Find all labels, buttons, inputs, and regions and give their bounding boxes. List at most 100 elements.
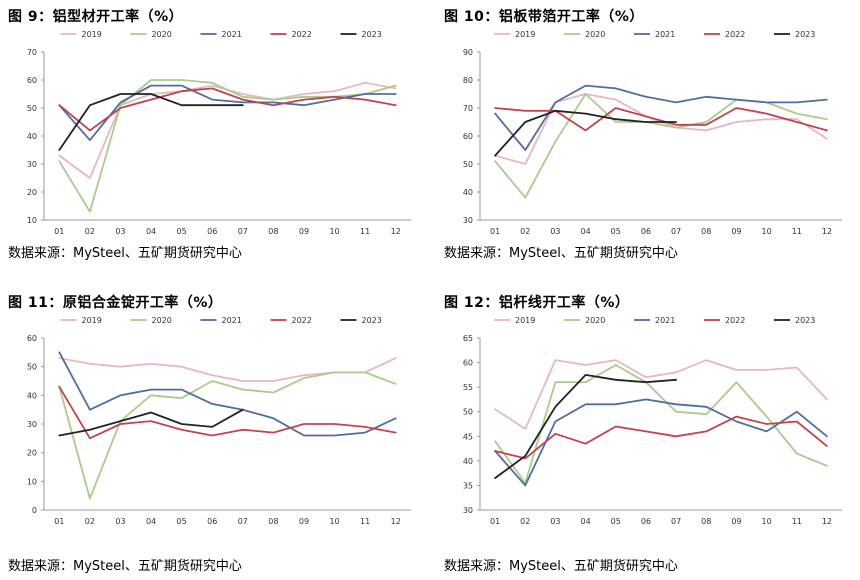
x-tick-label: 08 — [701, 227, 711, 236]
y-tick-label: 60 — [463, 132, 473, 141]
y-tick-label: 70 — [463, 104, 473, 113]
legend-label: 2022 — [725, 30, 745, 39]
x-tick-label: 04 — [580, 517, 590, 526]
x-tick-label: 08 — [268, 517, 278, 526]
series-line-2022 — [494, 415, 828, 460]
legend-label: 2019 — [82, 316, 102, 325]
legend-label: 2022 — [725, 316, 745, 325]
y-tick-label: 60 — [27, 76, 37, 85]
x-tick-label: 11 — [360, 517, 370, 526]
x-tick-label: 11 — [792, 227, 802, 236]
x-tick-label: 04 — [146, 517, 156, 526]
series-line-2020 — [58, 79, 397, 213]
source-note: 数据来源：MySteel、五矿期货研究中心 — [8, 559, 242, 574]
series-line-2022 — [58, 385, 397, 440]
legend-label: 2021 — [655, 316, 675, 325]
y-tick-label: 45 — [463, 432, 473, 441]
x-tick-label: 01 — [54, 517, 64, 526]
x-tick-label: 11 — [360, 227, 370, 236]
y-tick-label: 30 — [27, 160, 37, 169]
x-tick-label: 03 — [115, 227, 125, 236]
x-tick-label: 02 — [520, 227, 530, 236]
series-line-2019 — [494, 359, 828, 430]
y-tick-label: 50 — [27, 104, 37, 113]
x-tick-label: 03 — [115, 517, 125, 526]
x-tick-label: 08 — [268, 227, 278, 236]
chart-title: 图 9：铝型材开工率（%） — [8, 9, 184, 25]
y-tick-label: 40 — [463, 188, 473, 197]
x-tick-label: 05 — [177, 517, 187, 526]
y-tick-label: 55 — [463, 383, 473, 392]
x-tick-label: 06 — [207, 227, 217, 236]
x-tick-label: 02 — [85, 517, 95, 526]
legend-label: 2023 — [795, 316, 815, 325]
x-tick-label: 10 — [761, 517, 771, 526]
legend-label: 2020 — [152, 30, 172, 39]
x-tick-label: 07 — [671, 227, 681, 236]
chart-panel-2: 图 10：铝板带箔开工率（%） 30 40 50 60 70 80 90 01 02 03 04 05… — [444, 6, 854, 276]
x-tick-label: 01 — [490, 517, 500, 526]
y-tick-label: 30 — [463, 506, 473, 515]
x-tick-label: 07 — [671, 517, 681, 526]
x-tick-label: 09 — [731, 227, 741, 236]
y-tick-label: 10 — [27, 216, 37, 225]
legend-label: 2021 — [222, 316, 242, 325]
chart-svg: 30 35 40 45 50 55 60 65 01 02 03 04 05 06 07 08 09 10 11 12… — [463, 316, 842, 526]
source-note: 数据来源：MySteel、五矿期货研究中心 — [8, 246, 242, 261]
legend-label: 2019 — [82, 30, 102, 39]
y-tick-label: 50 — [463, 408, 473, 417]
legend-label: 2022 — [292, 316, 312, 325]
y-tick-label: 90 — [463, 48, 473, 57]
source-note: 数据来源：MySteel、五矿期货研究中心 — [444, 246, 678, 261]
y-tick-label: 20 — [27, 449, 37, 458]
y-tick-label: 30 — [27, 420, 37, 429]
source-note: 数据来源：MySteel、五矿期货研究中心 — [444, 559, 678, 574]
x-tick-label: 05 — [177, 227, 187, 236]
chart-title: 图 12：铝杆线开工率（%） — [444, 295, 630, 311]
x-tick-label: 09 — [299, 227, 309, 236]
legend-label: 2021 — [222, 30, 242, 39]
series-line-2020 — [494, 93, 828, 199]
x-tick-label: 11 — [792, 517, 802, 526]
legend-label: 2023 — [362, 30, 382, 39]
x-tick-label: 07 — [238, 517, 248, 526]
x-tick-label: 01 — [490, 227, 500, 236]
x-tick-label: 06 — [641, 517, 651, 526]
x-tick-label: 05 — [611, 227, 621, 236]
chart-svg: 10 20 30 40 50 60 70 01 02 03 04 05 06 07 08 09 10 11 12 20… — [27, 30, 411, 236]
y-tick-label: 70 — [27, 48, 37, 57]
legend-label: 2023 — [362, 316, 382, 325]
x-tick-label: 09 — [299, 517, 309, 526]
series-line-2021 — [494, 398, 828, 487]
y-tick-label: 35 — [463, 481, 473, 490]
y-tick-label: 10 — [27, 477, 37, 486]
x-tick-label: 09 — [731, 517, 741, 526]
series-line-2023 — [494, 374, 677, 479]
y-tick-label: 60 — [27, 334, 37, 343]
y-tick-label: 60 — [463, 359, 473, 368]
x-tick-label: 04 — [146, 227, 156, 236]
x-tick-label: 01 — [54, 227, 64, 236]
y-tick-label: 65 — [463, 334, 473, 343]
chart-title: 图 11：原铝合金锭开工率（%） — [8, 295, 223, 311]
legend-label: 2020 — [152, 316, 172, 325]
series-line-2021 — [58, 84, 397, 142]
series-line-2023 — [494, 109, 677, 157]
series-line-2021 — [494, 84, 828, 151]
y-tick-label: 20 — [27, 188, 37, 197]
legend-label: 2021 — [655, 30, 675, 39]
y-tick-label: 0 — [32, 506, 37, 515]
x-tick-label: 04 — [580, 227, 590, 236]
chart-panel-3: 图 11：原铝合金锭开工率（%） 0 10 20 30 40 50 60 01 02 03 04 05… — [8, 292, 423, 577]
series-line-2019 — [494, 93, 828, 165]
x-tick-label: 12 — [391, 227, 401, 236]
series-line-2023 — [58, 408, 244, 437]
series-line-2019 — [58, 357, 397, 382]
y-tick-label: 30 — [463, 216, 473, 225]
legend-label: 2019 — [515, 316, 535, 325]
y-tick-label: 40 — [463, 457, 473, 466]
x-tick-label: 12 — [822, 227, 832, 236]
y-tick-label: 50 — [463, 160, 473, 169]
series-line-2022 — [58, 87, 397, 132]
legend-label: 2022 — [292, 30, 312, 39]
